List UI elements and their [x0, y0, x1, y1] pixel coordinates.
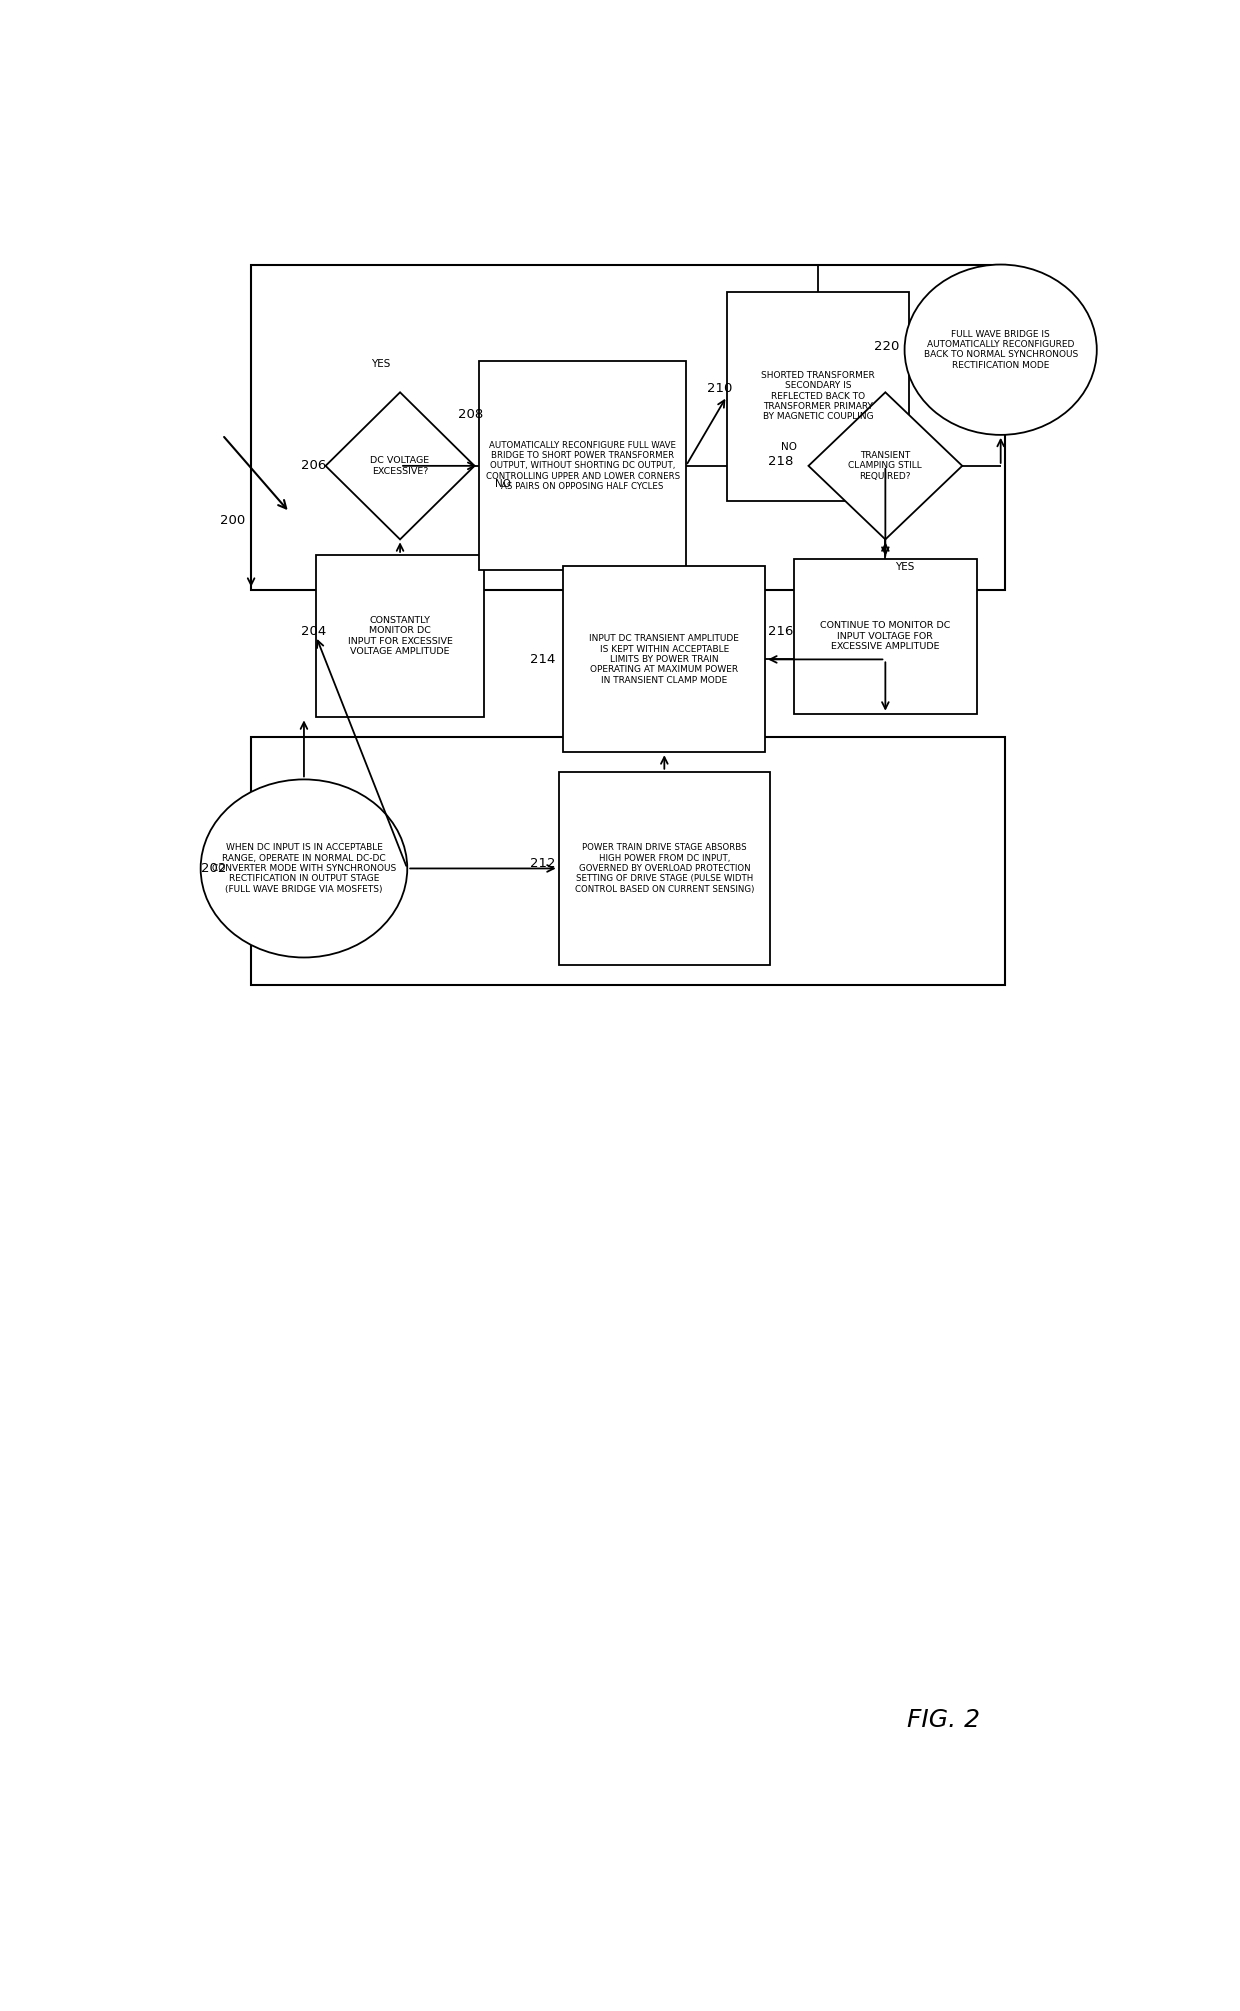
Text: 206: 206: [301, 459, 326, 473]
Ellipse shape: [201, 780, 407, 957]
Text: 214: 214: [529, 654, 556, 666]
Text: YES: YES: [895, 563, 914, 573]
Text: FULL WAVE BRIDGE IS
AUTOMATICALLY RECONFIGURED
BACK TO NORMAL SYNCHRONOUS
RECTIF: FULL WAVE BRIDGE IS AUTOMATICALLY RECONF…: [924, 330, 1078, 370]
Text: 204: 204: [301, 625, 326, 637]
Ellipse shape: [904, 265, 1096, 434]
Text: NO: NO: [495, 479, 511, 489]
Text: DC VOLTAGE
EXCESSIVE?: DC VOLTAGE EXCESSIVE?: [371, 456, 429, 475]
Text: WHEN DC INPUT IS IN ACCEPTABLE
RANGE, OPERATE IN NORMAL DC-DC
CONVERTER MODE WIT: WHEN DC INPUT IS IN ACCEPTABLE RANGE, OP…: [212, 843, 396, 893]
Text: NO: NO: [781, 442, 797, 452]
Text: INPUT DC TRANSIENT AMPLITUDE
IS KEPT WITHIN ACCEPTABLE
LIMITS BY POWER TRAIN
OPE: INPUT DC TRANSIENT AMPLITUDE IS KEPT WIT…: [589, 633, 739, 684]
Text: POWER TRAIN DRIVE STAGE ABSORBS
HIGH POWER FROM DC INPUT,
GOVERNED BY OVERLOAD P: POWER TRAIN DRIVE STAGE ABSORBS HIGH POW…: [574, 843, 754, 893]
Text: 220: 220: [874, 340, 899, 354]
Text: YES: YES: [371, 360, 391, 370]
Text: TRANSIENT
CLAMPING STILL
REQUIRED?: TRANSIENT CLAMPING STILL REQUIRED?: [848, 450, 923, 481]
Text: SHORTED TRANSFORMER
SECONDARY IS
REFLECTED BACK TO
TRANSFORMER PRIMARY
BY MAGNET: SHORTED TRANSFORMER SECONDARY IS REFLECT…: [761, 370, 875, 422]
Text: 210: 210: [707, 382, 732, 394]
Text: 200: 200: [221, 513, 246, 527]
Text: 216: 216: [768, 625, 794, 637]
Text: CONTINUE TO MONITOR DC
INPUT VOLTAGE FOR
EXCESSIVE AMPLITUDE: CONTINUE TO MONITOR DC INPUT VOLTAGE FOR…: [820, 621, 951, 652]
Polygon shape: [808, 392, 962, 539]
Polygon shape: [326, 392, 475, 539]
FancyBboxPatch shape: [563, 567, 765, 752]
Text: AUTOMATICALLY RECONFIGURE FULL WAVE
BRIDGE TO SHORT POWER TRANSFORMER
OUTPUT, WI: AUTOMATICALLY RECONFIGURE FULL WAVE BRID…: [486, 440, 680, 491]
Text: 202: 202: [201, 863, 227, 875]
Text: CONSTANTLY
MONITOR DC
INPUT FOR EXCESSIVE
VOLTAGE AMPLITUDE: CONSTANTLY MONITOR DC INPUT FOR EXCESSIV…: [347, 615, 453, 656]
Text: 212: 212: [529, 857, 556, 871]
FancyBboxPatch shape: [480, 362, 686, 571]
Text: 208: 208: [458, 408, 482, 420]
Text: 218: 218: [768, 454, 794, 469]
FancyBboxPatch shape: [316, 555, 484, 718]
Text: FIG. 2: FIG. 2: [906, 1707, 980, 1731]
FancyBboxPatch shape: [727, 292, 909, 501]
FancyBboxPatch shape: [559, 772, 770, 965]
FancyBboxPatch shape: [794, 559, 977, 714]
